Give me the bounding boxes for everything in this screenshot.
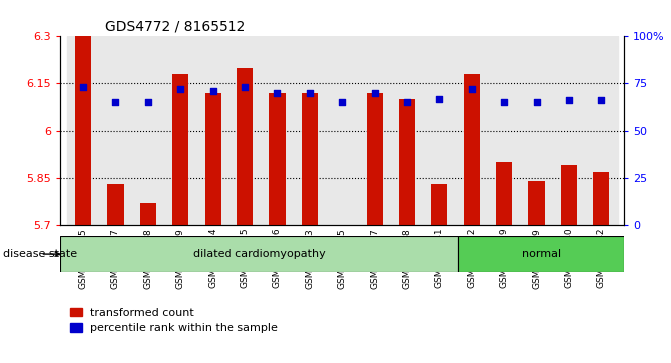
Bar <box>593 172 609 225</box>
Bar <box>358 36 391 225</box>
Bar <box>456 36 488 225</box>
Bar <box>553 36 585 225</box>
Point <box>337 99 348 105</box>
Bar <box>326 36 358 225</box>
Bar <box>67 36 99 225</box>
Point <box>78 84 89 90</box>
Point <box>499 99 509 105</box>
Legend: transformed count, percentile rank within the sample: transformed count, percentile rank withi… <box>66 303 282 338</box>
Bar <box>164 36 197 225</box>
Point <box>240 84 250 90</box>
Bar <box>140 203 156 225</box>
Bar <box>269 93 286 225</box>
Bar <box>197 36 229 225</box>
Bar <box>391 36 423 225</box>
Bar <box>585 36 617 225</box>
Bar <box>261 36 294 225</box>
Point <box>207 88 218 94</box>
Point <box>175 86 186 92</box>
Bar <box>399 99 415 225</box>
Bar <box>302 93 318 225</box>
Bar <box>529 181 545 225</box>
Point <box>402 99 413 105</box>
Text: normal: normal <box>521 249 561 259</box>
Text: GDS4772 / 8165512: GDS4772 / 8165512 <box>105 20 246 34</box>
Bar <box>366 93 382 225</box>
Bar <box>132 36 164 225</box>
Point <box>272 90 282 96</box>
Bar <box>99 36 132 225</box>
Bar <box>496 162 512 225</box>
Point <box>531 99 542 105</box>
Text: dilated cardiomyopathy: dilated cardiomyopathy <box>193 249 325 259</box>
Bar <box>561 165 577 225</box>
Bar <box>294 36 326 225</box>
Bar <box>205 93 221 225</box>
Bar <box>75 36 91 225</box>
Bar <box>521 36 553 225</box>
Bar <box>237 68 253 225</box>
FancyBboxPatch shape <box>458 236 624 272</box>
Bar <box>423 36 456 225</box>
Point <box>596 98 607 103</box>
Bar <box>431 184 448 225</box>
Point <box>305 90 315 96</box>
Bar <box>172 74 189 225</box>
Bar <box>107 184 123 225</box>
Bar <box>229 36 261 225</box>
Point <box>142 99 153 105</box>
Point <box>466 86 477 92</box>
Bar <box>488 36 521 225</box>
FancyBboxPatch shape <box>60 236 458 272</box>
Point <box>434 96 445 102</box>
Point <box>369 90 380 96</box>
Bar <box>464 74 480 225</box>
Point <box>110 99 121 105</box>
Text: disease state: disease state <box>3 249 77 259</box>
Point <box>564 98 574 103</box>
